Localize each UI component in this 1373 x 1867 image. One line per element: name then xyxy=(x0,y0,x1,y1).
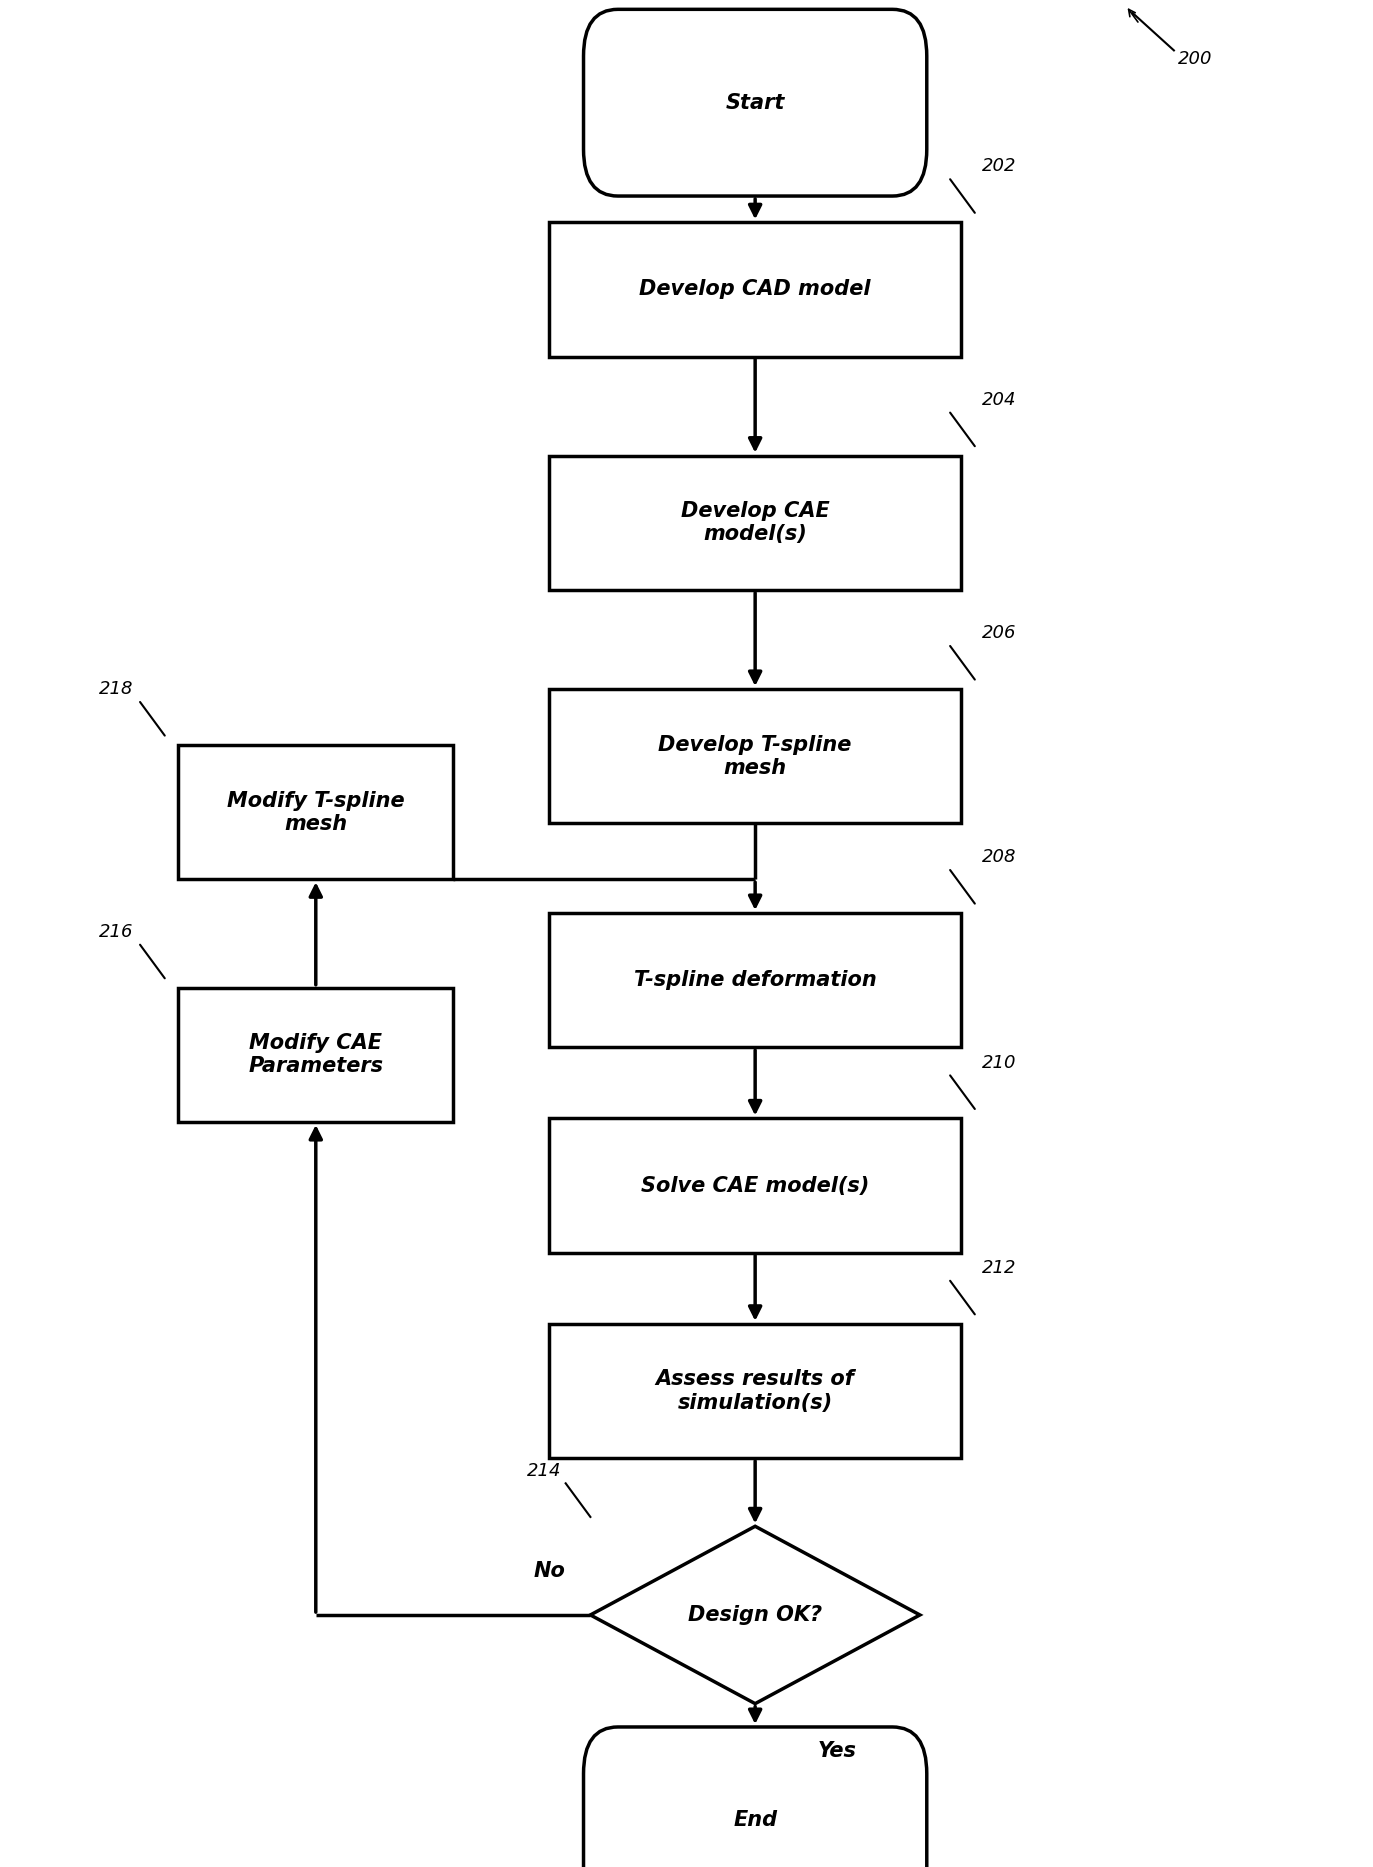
Text: 216: 216 xyxy=(99,922,133,941)
Text: 206: 206 xyxy=(982,624,1016,642)
FancyBboxPatch shape xyxy=(549,222,961,357)
FancyBboxPatch shape xyxy=(178,745,453,879)
Text: Yes: Yes xyxy=(818,1740,857,1761)
Text: Modify T-spline
mesh: Modify T-spline mesh xyxy=(227,790,405,835)
Text: Solve CAE model(s): Solve CAE model(s) xyxy=(641,1176,869,1195)
FancyBboxPatch shape xyxy=(584,9,927,196)
Text: Modify CAE
Parameters: Modify CAE Parameters xyxy=(249,1032,383,1077)
Text: 204: 204 xyxy=(982,390,1016,409)
FancyBboxPatch shape xyxy=(549,689,961,823)
Text: 202: 202 xyxy=(982,157,1016,175)
Text: 208: 208 xyxy=(982,848,1016,866)
Text: Design OK?: Design OK? xyxy=(688,1606,822,1624)
FancyBboxPatch shape xyxy=(549,1324,961,1458)
Text: 200: 200 xyxy=(1178,50,1212,69)
Text: End: End xyxy=(733,1811,777,1830)
Text: 214: 214 xyxy=(527,1462,562,1479)
Text: Start: Start xyxy=(725,93,785,112)
Text: 212: 212 xyxy=(982,1258,1016,1277)
FancyBboxPatch shape xyxy=(549,456,961,590)
Text: Develop CAE
model(s): Develop CAE model(s) xyxy=(681,500,829,545)
Text: Develop CAD model: Develop CAD model xyxy=(640,280,870,299)
Text: No: No xyxy=(533,1561,566,1581)
FancyBboxPatch shape xyxy=(584,1727,927,1867)
Text: 210: 210 xyxy=(982,1053,1016,1072)
FancyBboxPatch shape xyxy=(549,913,961,1047)
FancyBboxPatch shape xyxy=(549,1118,961,1253)
Text: Assess results of
simulation(s): Assess results of simulation(s) xyxy=(656,1369,854,1413)
Polygon shape xyxy=(590,1527,920,1703)
Text: 218: 218 xyxy=(99,680,133,698)
FancyBboxPatch shape xyxy=(178,988,453,1122)
Text: T-spline deformation: T-spline deformation xyxy=(634,971,876,990)
Text: Develop T-spline
mesh: Develop T-spline mesh xyxy=(659,734,851,779)
